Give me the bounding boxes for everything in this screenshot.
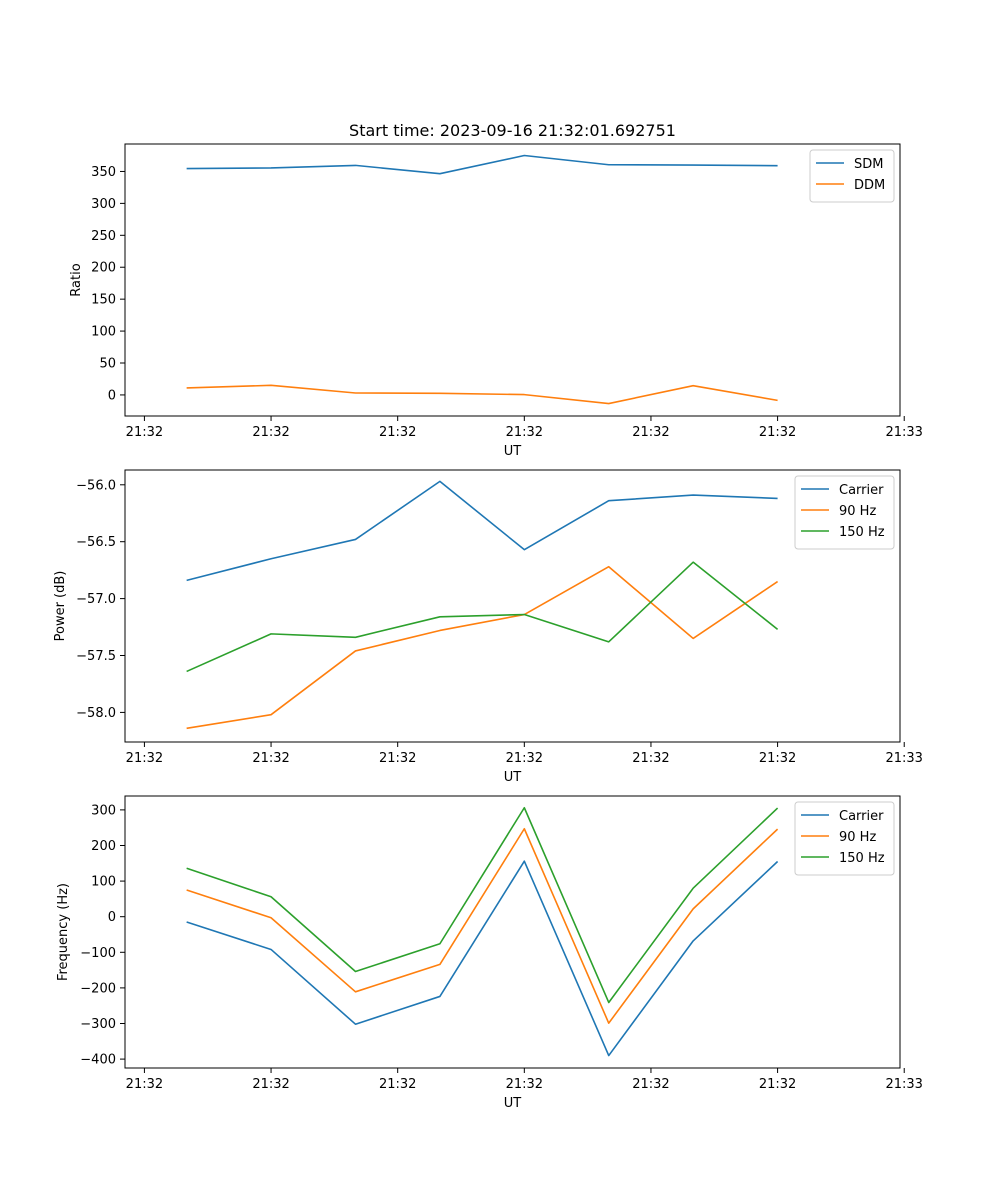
freq-x-tick-label: 21:32 bbox=[252, 1077, 289, 1092]
ratio-y-tick-label: 50 bbox=[99, 357, 116, 372]
power-x-tick-label: 21:33 bbox=[885, 751, 922, 766]
freq-y-tick-label: 0 bbox=[108, 910, 116, 925]
power-series-90-hz-line bbox=[186, 565, 779, 730]
ratio-y-tick-label: 150 bbox=[91, 293, 116, 308]
power-series-150-hz-line bbox=[186, 561, 779, 673]
ratio-y-tick-label: 100 bbox=[91, 325, 116, 340]
power-y-tick-label: −56.5 bbox=[76, 535, 116, 550]
ratio-legend: SDM DDM bbox=[809, 149, 895, 203]
freq-series-90-hz-line bbox=[186, 827, 779, 1024]
ratio-panel: 21:32 21:32 21:32 21:32 21:32 21:32 21:33 0 50 10… bbox=[69, 143, 923, 459]
ratio-y-axis-label: Ratio bbox=[69, 263, 84, 296]
power-x-tick-label: 21:32 bbox=[126, 751, 163, 766]
ratio-y-tick-label: 300 bbox=[91, 197, 116, 212]
power-y-tick-label: −57.0 bbox=[76, 592, 116, 607]
ratio-y-tick-label: 350 bbox=[91, 165, 116, 180]
power-x-tick-label: 21:32 bbox=[379, 751, 416, 766]
freq-panel: 21:32 21:32 21:32 21:32 21:32 21:32 21:33 −400 −… bbox=[56, 795, 923, 1111]
ratio-y-tick-label: 250 bbox=[91, 229, 116, 244]
ratio-y-tick-label: 0 bbox=[108, 388, 116, 403]
power-y-tick-label: −57.5 bbox=[76, 649, 116, 664]
ratio-x-tick-label: 21:33 bbox=[885, 425, 922, 440]
freq-y-tick-label: 300 bbox=[91, 803, 116, 818]
ratio-legend-label: SDM bbox=[854, 157, 883, 172]
power-x-tick-label: 21:32 bbox=[632, 751, 669, 766]
ratio-x-tick-label: 21:32 bbox=[632, 425, 669, 440]
freq-y-tick-label: −400 bbox=[80, 1053, 116, 1068]
freq-legend-label: Carrier bbox=[839, 809, 884, 824]
ratio-x-tick-label: 21:32 bbox=[759, 425, 796, 440]
ratio-series-sdm-line bbox=[186, 154, 778, 175]
freq-y-tick-label: −200 bbox=[80, 981, 116, 996]
ratio-x-tick-label: 21:32 bbox=[252, 425, 289, 440]
freq-series-150-hz-line bbox=[186, 806, 779, 1004]
freq-x-tick-label: 21:32 bbox=[506, 1077, 543, 1092]
power-panel: 21:32 21:32 21:32 21:32 21:32 21:32 21:33 −58.0… bbox=[53, 469, 923, 785]
freq-x-tick-label: 21:32 bbox=[126, 1077, 163, 1092]
ratio-series-ddm-line bbox=[186, 384, 778, 405]
freq-series-carrier-line bbox=[186, 860, 779, 1057]
freq-y-tick-label: 100 bbox=[91, 875, 116, 890]
power-y-tick-label: −58.0 bbox=[76, 706, 116, 721]
power-x-tick-label: 21:32 bbox=[759, 751, 796, 766]
power-series-group bbox=[186, 480, 779, 730]
power-series-carrier-line bbox=[186, 480, 778, 582]
power-x-axis-label: UT bbox=[504, 770, 522, 785]
figure-title: Start time: 2023-09-16 21:32:01.692751 bbox=[349, 121, 676, 140]
freq-legend-label: 90 Hz bbox=[839, 830, 876, 845]
ratio-legend-label: DDM bbox=[854, 178, 885, 193]
freq-x-tick-label: 21:32 bbox=[759, 1077, 796, 1092]
power-legend-label: 150 Hz bbox=[839, 525, 885, 540]
ratio-axes-frame bbox=[124, 143, 901, 417]
power-x-tick-label: 21:32 bbox=[506, 751, 543, 766]
ratio-series-group bbox=[186, 154, 778, 405]
freq-legend-label: 150 Hz bbox=[839, 851, 885, 866]
panels: 21:32 21:32 21:32 21:32 21:32 21:32 21:33 0 50 10… bbox=[53, 143, 923, 1111]
power-axes-frame bbox=[124, 469, 901, 743]
freq-y-axis-label: Frequency (Hz) bbox=[56, 883, 71, 981]
ratio-y-tick-label: 200 bbox=[91, 261, 116, 276]
freq-y-tick-label: −300 bbox=[80, 1017, 116, 1032]
power-y-axis-label: Power (dB) bbox=[53, 571, 68, 642]
freq-x-tick-label: 21:32 bbox=[379, 1077, 416, 1092]
freq-y-tick-label: 200 bbox=[91, 839, 116, 854]
freq-x-axis-label: UT bbox=[504, 1096, 522, 1111]
power-y-tick-label: −56.0 bbox=[76, 478, 116, 493]
ratio-x-tick-label: 21:32 bbox=[506, 425, 543, 440]
freq-x-tick-label: 21:33 bbox=[885, 1077, 922, 1092]
power-legend-label: Carrier bbox=[839, 483, 884, 498]
power-legend: Carrier 90 Hz 150 Hz bbox=[794, 475, 895, 550]
ratio-x-axis-label: UT bbox=[504, 444, 522, 459]
freq-x-tick-label: 21:32 bbox=[632, 1077, 669, 1092]
ratio-x-tick-label: 21:32 bbox=[379, 425, 416, 440]
freq-axes-frame bbox=[124, 795, 901, 1069]
freq-legend: Carrier 90 Hz 150 Hz bbox=[794, 801, 895, 876]
freq-series-group bbox=[186, 806, 779, 1057]
ratio-x-tick-label: 21:32 bbox=[126, 425, 163, 440]
power-x-tick-label: 21:32 bbox=[252, 751, 289, 766]
freq-y-tick-label: −100 bbox=[80, 946, 116, 961]
power-legend-label: 90 Hz bbox=[839, 504, 876, 519]
